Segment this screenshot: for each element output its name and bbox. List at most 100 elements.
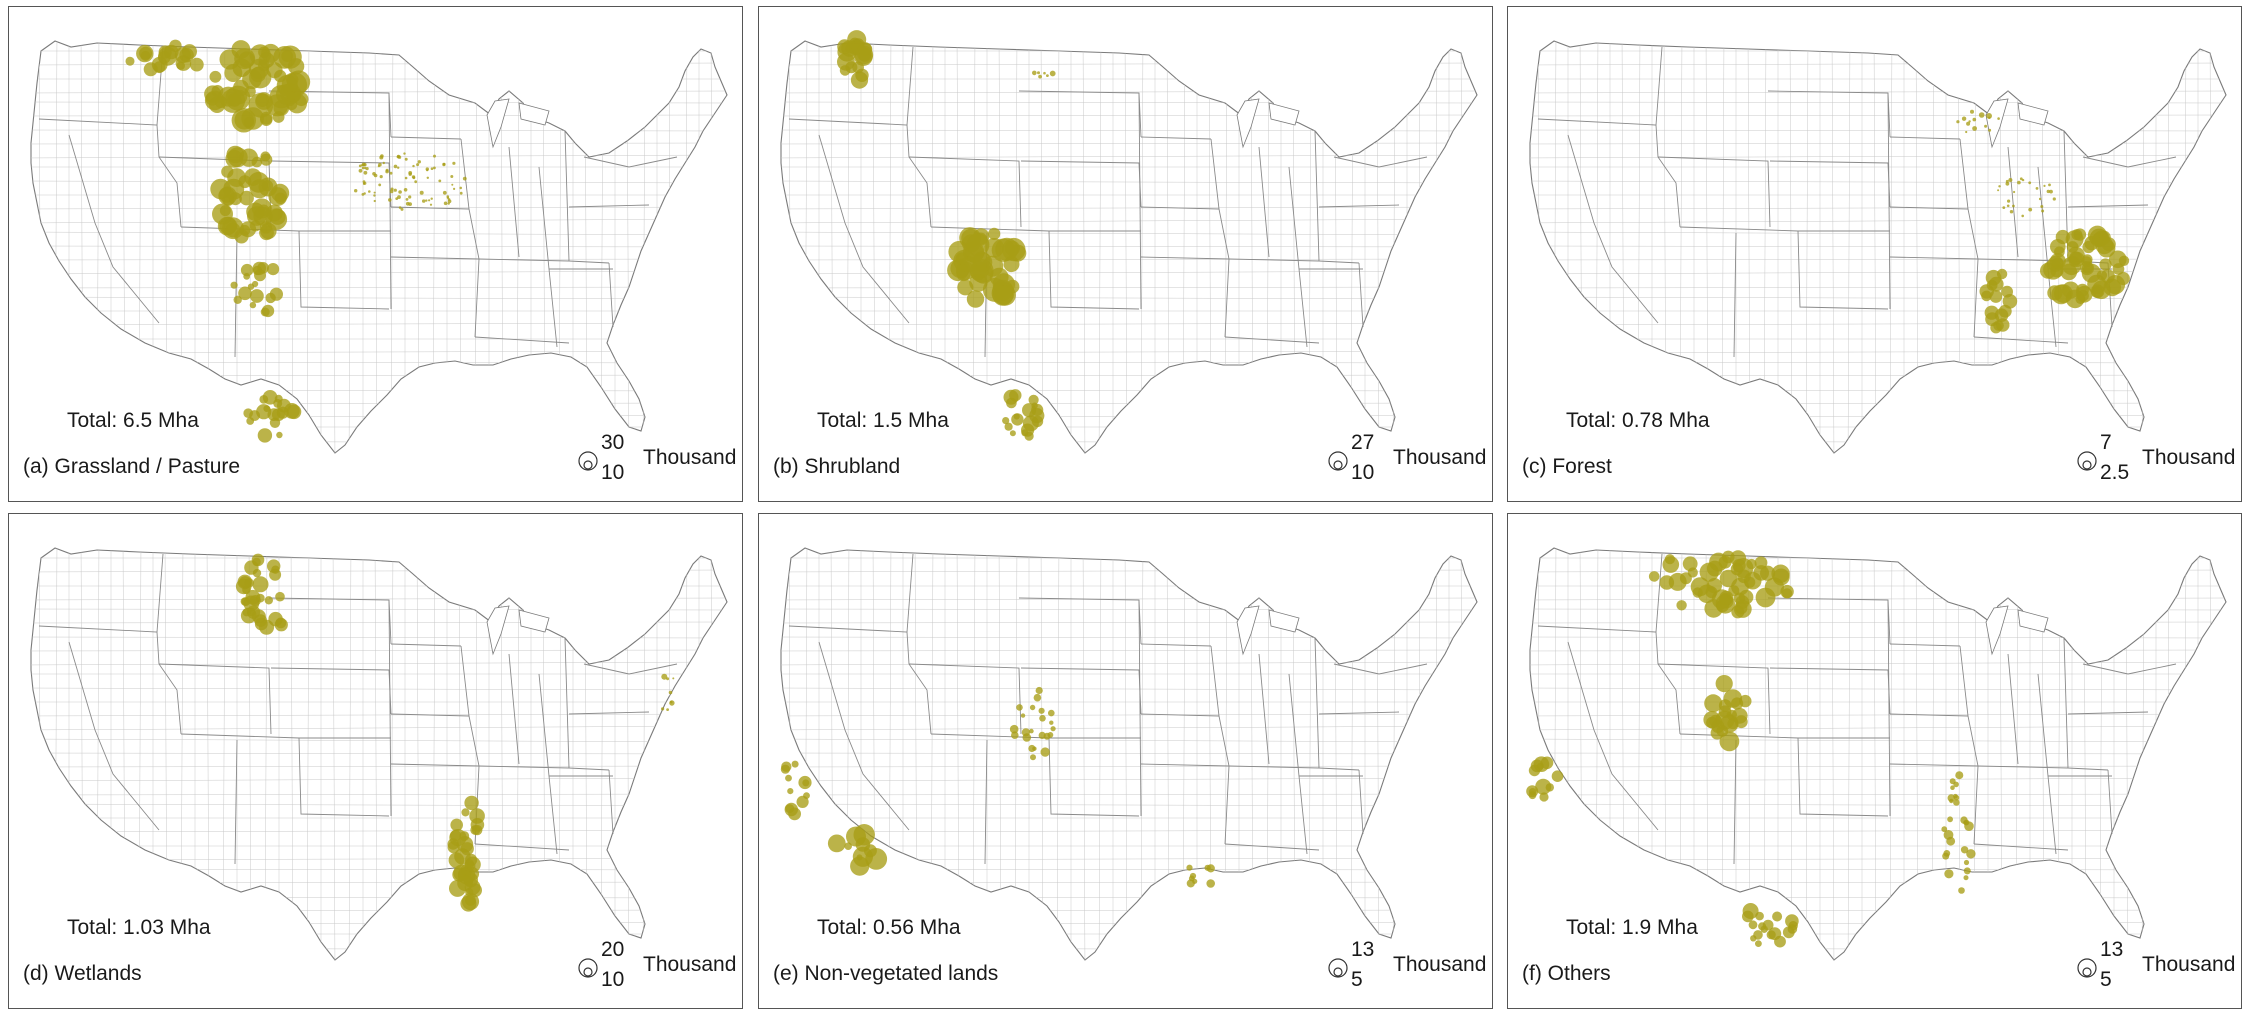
area-bubble [2007,199,2011,203]
us-outline [30,547,728,961]
panel-caption: (b) Shrubland [773,455,901,478]
area-bubble [450,175,454,178]
area-bubble [1949,798,1954,804]
area-bubble [788,807,801,821]
great-lakes [1985,605,2049,656]
area-bubble [459,191,463,195]
area-bubble [1970,109,1974,114]
area-bubble [1032,746,1037,751]
area-bubble [430,167,434,170]
area-bubble [404,176,408,180]
area-bubble [1016,704,1023,711]
area-bubble [378,183,382,187]
us-outline [780,547,1478,961]
area-bubble [2052,197,2056,201]
area-bubble [2054,246,2065,258]
area-bubble [2006,204,2010,208]
area-bubble [661,673,668,680]
area-bubble [1011,413,1024,426]
area-bubble [257,428,273,443]
area-bubble [1668,572,1687,591]
area-bubble [2008,178,2013,182]
area-bubble [2013,190,2016,194]
legend-max-value: 7 [2100,431,2112,454]
area-bubble [230,281,238,289]
area-bubble [1030,754,1036,761]
area-bubble [404,157,408,161]
size-legend: 13 5 Thousand ha [1327,938,1492,998]
area-bubble [850,856,870,876]
area-bubble [1726,709,1737,721]
area-bubble [254,614,267,627]
area-bubble [1966,121,1971,126]
area-bubble [1968,120,1971,123]
area-bubble [412,164,415,168]
area-bubble [1043,71,1046,75]
area-bubble [1020,713,1026,718]
legend-unit: Thousand ha [1393,953,1492,976]
bubble-markers [235,553,675,912]
area-bubble [1981,290,1992,302]
area-bubble [1035,686,1043,695]
area-bubble [238,286,252,301]
area-bubble [1049,720,1054,725]
area-bubble [262,390,278,405]
area-bubble [1744,576,1756,588]
area-bubble [176,61,185,70]
area-bubble [2005,181,2010,186]
legend-circles-icon [2077,958,2097,978]
area-bubble [429,203,433,206]
bubble-markers [1956,109,2130,334]
area-bubble [1004,422,1013,431]
area-bubble [373,191,376,194]
area-bubble [244,578,254,588]
state-boundaries [38,553,678,865]
area-bubble [2038,197,2042,201]
area-bubble [125,56,135,66]
area-bubble [781,761,792,772]
area-bubble [1947,816,1953,823]
area-bubble [841,40,858,57]
legend-circles-icon [578,958,598,978]
area-bubble [249,44,271,66]
area-bubble [1040,747,1050,757]
area-bubble [2101,237,2116,252]
area-bubble [1953,781,1959,788]
area-bubble [393,164,398,169]
area-bubble [416,163,420,167]
total-label: Total: 1.5 Mha [817,409,949,432]
area-bubble [2048,183,2051,187]
area-bubble [2081,256,2092,268]
area-bubble [433,166,436,170]
area-bubble [2012,204,2015,208]
area-bubble [966,290,985,308]
area-bubble [1748,920,1758,930]
area-bubble [1022,733,1032,742]
size-legend: 27 10 Thousand ha [1327,431,1492,491]
map-panel-forest: Total: 0.78 Mha (c) Forest 7 2.5 Thousand ha [1507,6,2242,502]
area-bubble [1528,764,1541,777]
area-bubble [850,71,869,89]
area-bubble [1963,875,1969,881]
area-bubble [1021,423,1035,437]
area-bubble [389,171,393,175]
area-bubble [1972,126,1977,131]
area-bubble [1772,911,1783,922]
area-bubble [465,895,476,906]
area-bubble [225,150,244,168]
area-bubble [400,207,404,211]
area-bubble [249,301,257,309]
area-bubble [856,854,863,861]
bubble-markers [125,39,467,443]
great-lakes [1236,98,1300,149]
area-bubble [1186,879,1195,888]
legend-min-value: 10 [601,461,625,484]
area-bubble [1963,819,1970,826]
county-boundaries [31,41,727,453]
area-bubble [1994,308,2009,323]
area-bubble [1687,567,1698,578]
total-label: Total: 6.5 Mha [67,409,199,432]
great-lakes [1236,605,1300,656]
area-bubble [2017,180,2021,185]
total-label: Total: 1.03 Mha [67,916,211,939]
